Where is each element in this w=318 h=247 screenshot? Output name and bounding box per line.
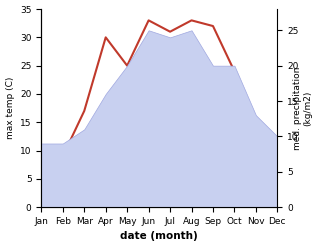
Y-axis label: max temp (C): max temp (C) xyxy=(5,77,15,139)
Y-axis label: med. precipitation
(kg/m2): med. precipitation (kg/m2) xyxy=(293,66,313,150)
X-axis label: date (month): date (month) xyxy=(121,231,198,242)
